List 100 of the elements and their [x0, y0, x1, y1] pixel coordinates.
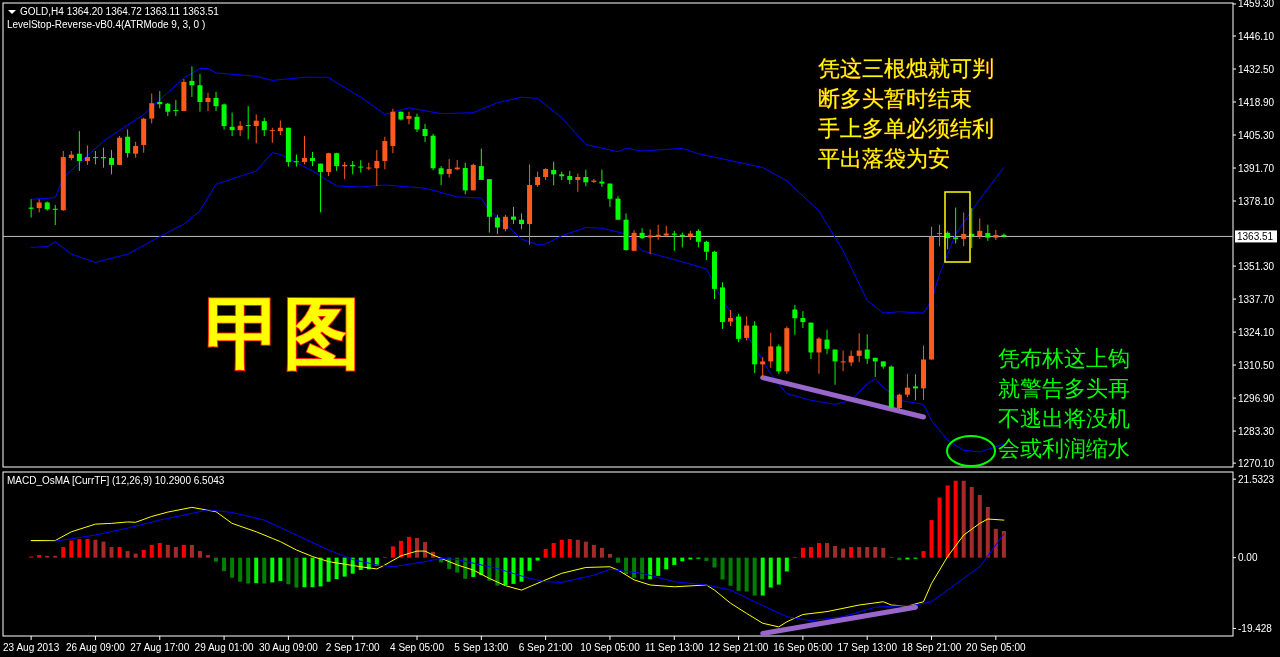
bar [833, 545, 838, 558]
bar [519, 557, 524, 582]
x-tick-label: 6 Sep 21:00 [518, 642, 574, 653]
bar [173, 547, 178, 558]
annotation: 手上多单必须结利 [818, 116, 994, 141]
bar [776, 557, 781, 585]
bar [632, 557, 637, 578]
y-tick-label: 1378.10 [1238, 195, 1275, 207]
bar [270, 557, 275, 583]
bar [575, 539, 580, 558]
bar [222, 557, 227, 572]
y-tick-label: 1270.10 [1238, 457, 1275, 469]
bar [937, 497, 942, 558]
bar [768, 557, 773, 588]
bar [262, 557, 267, 584]
bar [527, 557, 532, 571]
y-tick-label: 1391.70 [1238, 162, 1275, 174]
bar [503, 557, 508, 585]
y-tick-label: 1351.30 [1238, 260, 1275, 272]
bar [326, 557, 331, 582]
y-tick-label: 1296.90 [1238, 392, 1275, 404]
y-tick-label: 1337.70 [1238, 293, 1275, 305]
bar [535, 557, 540, 561]
bar [125, 551, 130, 558]
bar [246, 557, 251, 584]
bar [993, 528, 998, 558]
bar [760, 557, 765, 596]
y-tick-label: 1459.30 [1238, 0, 1275, 10]
bar [310, 557, 315, 588]
bar [640, 557, 645, 580]
annotation: 断多头暂时结束 [818, 86, 972, 111]
y-tick-label: 1283.30 [1238, 425, 1275, 437]
bar [816, 543, 821, 558]
bar [607, 554, 612, 558]
bar [977, 494, 982, 558]
y-tick-label: 1310.50 [1238, 359, 1275, 371]
bar [141, 549, 146, 558]
bar [712, 557, 717, 568]
bar [214, 557, 219, 562]
text: LevelStop-Reverse-vB0.4(ATRMode 9, 3, 0 ) [7, 19, 206, 30]
y-tick-label: 1432.50 [1238, 63, 1275, 75]
bar [985, 506, 990, 558]
bar [559, 539, 564, 558]
x-tick-label: 5 Sep 13:00 [454, 642, 509, 653]
bar [101, 541, 106, 558]
bar [841, 548, 846, 558]
bar [230, 557, 235, 578]
bar [857, 547, 862, 558]
bar [567, 539, 572, 558]
bar [133, 553, 138, 558]
bar [254, 557, 259, 584]
bar [398, 540, 403, 558]
bar [85, 539, 90, 558]
annotation: 凭这三根烛就可判 [818, 56, 994, 81]
bar [415, 537, 420, 558]
bar [189, 544, 194, 558]
bar [664, 557, 669, 570]
bar [543, 548, 548, 558]
y-tick-label: -19.428 [1238, 622, 1273, 634]
bar [656, 557, 661, 576]
annotation: 凭布林这上钩 [998, 346, 1130, 371]
bar [278, 557, 283, 581]
bar [945, 485, 950, 558]
bar [1001, 531, 1006, 558]
bar [961, 480, 966, 558]
bar [800, 547, 805, 558]
x-tick-label: 30 Aug 09:00 [258, 642, 319, 653]
annotation: 甲图 [205, 287, 361, 378]
x-tick-label: 12 Sep 21:00 [708, 642, 769, 653]
bar [873, 547, 878, 558]
bar [286, 557, 291, 585]
bar [849, 547, 854, 558]
bar [648, 557, 653, 580]
x-tick-label: 17 Sep 13:00 [837, 642, 898, 653]
bar [117, 547, 122, 558]
bar [825, 543, 830, 558]
x-tick-label: 29 Aug 01:00 [194, 642, 254, 653]
bar [744, 557, 749, 592]
bar [921, 551, 926, 558]
bar [318, 557, 323, 587]
bar [784, 557, 789, 572]
bar [37, 555, 42, 558]
x-tick-label: 23 Aug 2013 [3, 642, 60, 653]
bar [342, 557, 347, 577]
bar [181, 544, 186, 558]
bar [157, 543, 162, 558]
x-tick-label: 18 Sep 21:00 [901, 642, 962, 653]
y-tick-label: 0.00 [1238, 552, 1258, 564]
bar [583, 541, 588, 558]
bar [728, 557, 733, 586]
y-tick-label: 1418.90 [1238, 96, 1275, 108]
bar [881, 547, 886, 558]
x-tick-label: 4 Sep 05:00 [390, 642, 445, 653]
x-tick-label: 2 Sep 17:00 [325, 642, 381, 653]
bar [865, 547, 870, 558]
bar [672, 557, 677, 565]
bar [808, 547, 813, 558]
x-tick-label: 16 Sep 05:00 [773, 642, 834, 653]
bar [206, 555, 210, 558]
bar [302, 557, 307, 588]
